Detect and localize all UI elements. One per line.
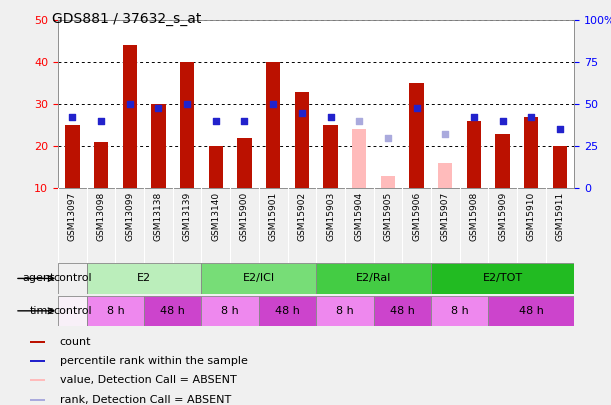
- Text: GSM13138: GSM13138: [154, 192, 163, 241]
- Text: 8 h: 8 h: [336, 306, 354, 316]
- Text: E2/TOT: E2/TOT: [483, 273, 522, 283]
- Point: [182, 101, 192, 108]
- Bar: [30, 360, 45, 362]
- Text: value, Detection Call = ABSENT: value, Detection Call = ABSENT: [60, 375, 236, 386]
- Bar: [381, 176, 395, 188]
- Text: GSM15909: GSM15909: [498, 192, 507, 241]
- Text: GSM15906: GSM15906: [412, 192, 421, 241]
- Point: [527, 114, 536, 120]
- Text: GSM13140: GSM13140: [211, 192, 221, 241]
- Bar: [87, 296, 144, 326]
- Bar: [259, 296, 316, 326]
- Bar: [65, 125, 79, 188]
- Bar: [323, 125, 338, 188]
- Bar: [237, 138, 252, 188]
- Text: GSM15904: GSM15904: [355, 192, 364, 241]
- Bar: [295, 92, 309, 188]
- Text: E2/ICI: E2/ICI: [243, 273, 275, 283]
- Text: control: control: [53, 306, 92, 316]
- Point: [67, 114, 77, 120]
- Bar: [58, 296, 87, 326]
- Bar: [202, 296, 259, 326]
- Point: [211, 118, 221, 124]
- Point: [268, 101, 278, 108]
- Text: rank, Detection Call = ABSENT: rank, Detection Call = ABSENT: [60, 394, 231, 405]
- Bar: [409, 83, 424, 188]
- Bar: [144, 296, 202, 326]
- Bar: [152, 104, 166, 188]
- Bar: [553, 146, 567, 188]
- Text: GSM13099: GSM13099: [125, 192, 134, 241]
- Point: [555, 126, 565, 133]
- Bar: [30, 399, 45, 401]
- Text: GSM13139: GSM13139: [183, 192, 192, 241]
- Point: [153, 105, 163, 112]
- Point: [412, 105, 422, 112]
- Bar: [524, 117, 538, 188]
- Point: [383, 134, 393, 141]
- Point: [125, 101, 134, 108]
- Bar: [316, 296, 373, 326]
- Bar: [180, 62, 194, 188]
- Bar: [266, 62, 280, 188]
- Bar: [123, 45, 137, 188]
- Text: time: time: [30, 306, 55, 316]
- Bar: [438, 163, 452, 188]
- Text: GSM15902: GSM15902: [298, 192, 306, 241]
- Bar: [94, 142, 108, 188]
- Text: GDS881 / 37632_s_at: GDS881 / 37632_s_at: [52, 12, 201, 26]
- Point: [441, 130, 450, 137]
- Text: 48 h: 48 h: [160, 306, 185, 316]
- Bar: [431, 296, 488, 326]
- Point: [297, 109, 307, 116]
- Text: GSM15900: GSM15900: [240, 192, 249, 241]
- Text: GSM15903: GSM15903: [326, 192, 335, 241]
- Text: GSM15908: GSM15908: [469, 192, 478, 241]
- Text: E2/Ral: E2/Ral: [356, 273, 391, 283]
- Text: GSM15907: GSM15907: [441, 192, 450, 241]
- Text: 48 h: 48 h: [390, 306, 415, 316]
- Text: 8 h: 8 h: [106, 306, 124, 316]
- Point: [469, 114, 479, 120]
- Bar: [352, 130, 367, 188]
- Text: GSM15901: GSM15901: [269, 192, 277, 241]
- Bar: [58, 263, 87, 294]
- Bar: [496, 134, 510, 188]
- Bar: [488, 296, 574, 326]
- Point: [498, 118, 508, 124]
- Bar: [30, 341, 45, 343]
- Text: count: count: [60, 337, 91, 347]
- Bar: [30, 379, 45, 382]
- Text: 48 h: 48 h: [519, 306, 544, 316]
- Point: [326, 114, 335, 120]
- Point: [96, 118, 106, 124]
- Bar: [202, 263, 316, 294]
- Text: control: control: [53, 273, 92, 283]
- Text: GSM13097: GSM13097: [68, 192, 77, 241]
- Point: [240, 118, 249, 124]
- Bar: [431, 263, 574, 294]
- Text: E2: E2: [137, 273, 151, 283]
- Bar: [87, 263, 202, 294]
- Text: GSM13098: GSM13098: [97, 192, 106, 241]
- Text: GSM15911: GSM15911: [555, 192, 565, 241]
- Bar: [373, 296, 431, 326]
- Bar: [316, 263, 431, 294]
- Point: [354, 118, 364, 124]
- Text: percentile rank within the sample: percentile rank within the sample: [60, 356, 247, 366]
- Text: 8 h: 8 h: [451, 306, 469, 316]
- Bar: [467, 121, 481, 188]
- Text: GSM15910: GSM15910: [527, 192, 536, 241]
- Text: GSM15905: GSM15905: [383, 192, 392, 241]
- Bar: [208, 146, 223, 188]
- Text: 8 h: 8 h: [221, 306, 239, 316]
- Text: 48 h: 48 h: [275, 306, 300, 316]
- Text: agent: agent: [23, 273, 55, 283]
